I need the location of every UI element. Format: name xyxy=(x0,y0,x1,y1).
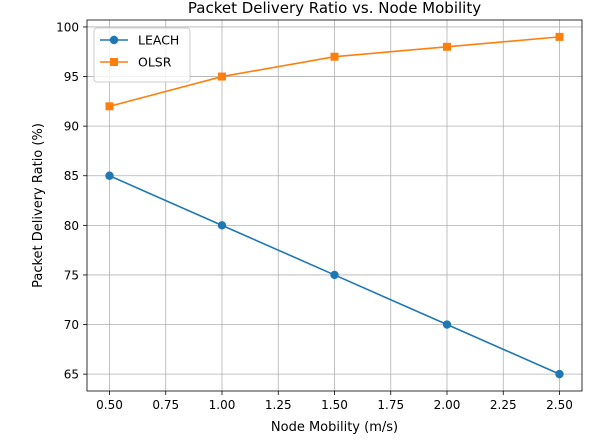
data-point-olsr xyxy=(330,52,339,61)
chart-title: Packet Delivery Ratio vs. Node Mobility xyxy=(188,0,481,17)
data-point-olsr xyxy=(105,102,114,111)
x-tick-label: 1.75 xyxy=(377,398,404,412)
y-tick-label: 75 xyxy=(64,268,79,282)
data-point-leach xyxy=(442,320,452,329)
legend-marker-leach xyxy=(109,35,119,45)
data-point-olsr xyxy=(555,32,564,41)
y-tick-label: 100 xyxy=(56,20,79,34)
y-tick-label: 95 xyxy=(64,70,79,84)
axis-ticks: 0.50 0.75 1.00 1.25 1.50 1.75 2.00 2.25 2.50 65 70… xyxy=(56,20,573,412)
y-tick-label: 80 xyxy=(64,219,79,233)
x-tick-label: 1.25 xyxy=(265,398,292,412)
legend: LEACH OLSR xyxy=(93,27,191,83)
series-olsr xyxy=(105,32,564,111)
y-tick-label: 85 xyxy=(64,169,79,183)
x-axis-label: Node Mobility (m/s) xyxy=(271,420,398,435)
legend-label-olsr: OLSR xyxy=(138,55,172,70)
series-layer xyxy=(105,32,564,379)
y-tick-label: 90 xyxy=(64,120,79,134)
y-axis-label: Packet Delivery Ratio (%) xyxy=(31,123,46,288)
data-point-leach xyxy=(330,270,339,280)
series-leach xyxy=(105,171,564,379)
legend-box xyxy=(93,27,191,83)
data-point-leach xyxy=(105,171,114,180)
legend-marker-olsr xyxy=(110,58,118,66)
legend-item-leach: LEACH xyxy=(100,33,179,48)
data-point-leach xyxy=(555,369,564,379)
x-tick-label: 0.75 xyxy=(152,398,179,412)
data-point-olsr xyxy=(443,42,451,51)
x-tick-label: 0.50 xyxy=(96,398,123,412)
grid xyxy=(87,20,582,391)
y-tick-label: 65 xyxy=(64,368,79,382)
x-tick-label: 1.00 xyxy=(209,398,236,412)
x-tick-label: 2.00 xyxy=(434,398,461,412)
x-tick-label: 2.50 xyxy=(546,398,573,412)
x-tick-label: 1.50 xyxy=(321,398,348,412)
data-point-leach xyxy=(217,221,227,230)
y-tick-label: 70 xyxy=(64,318,79,332)
legend-label-leach: LEACH xyxy=(138,33,179,48)
data-point-olsr xyxy=(218,72,226,81)
legend-item-olsr: OLSR xyxy=(100,55,172,70)
x-tick-label: 2.25 xyxy=(490,398,517,412)
